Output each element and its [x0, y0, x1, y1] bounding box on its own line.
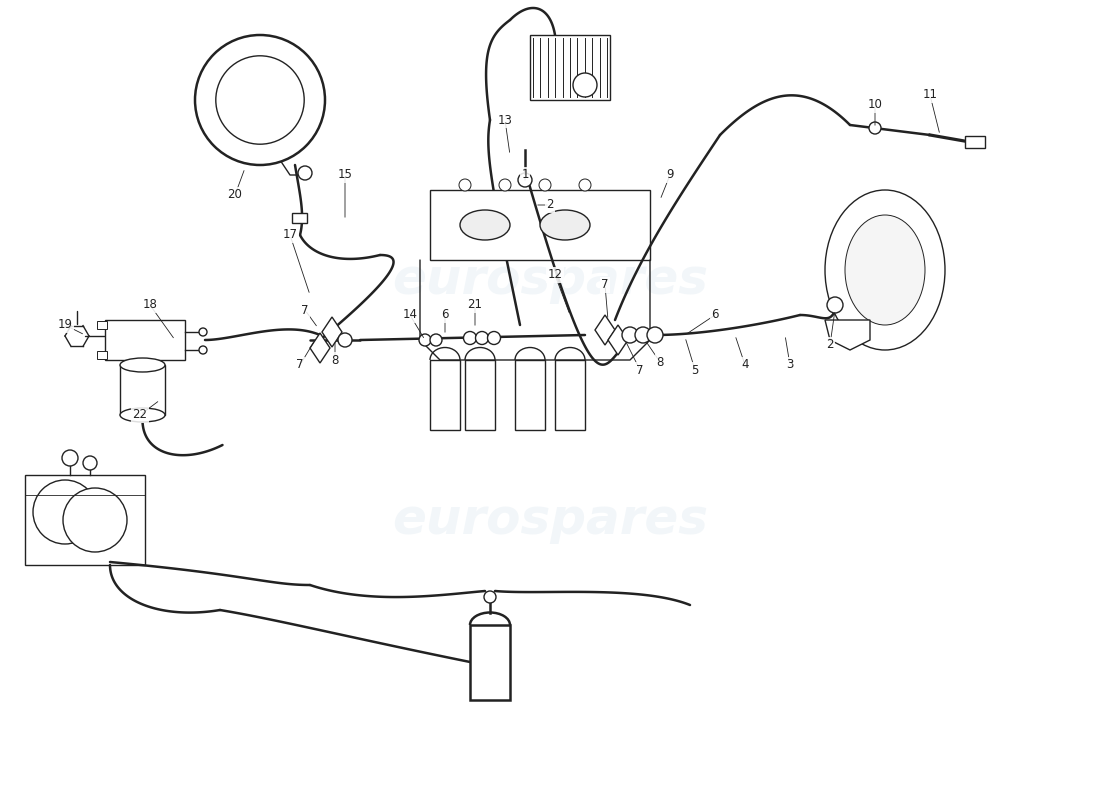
- Text: 15: 15: [338, 169, 352, 182]
- Text: 6: 6: [712, 309, 718, 322]
- Circle shape: [199, 346, 207, 354]
- Bar: [104, 320, 185, 360]
- Text: 10: 10: [868, 98, 882, 111]
- Ellipse shape: [845, 215, 925, 325]
- Bar: [292, 213, 307, 223]
- Text: 6: 6: [441, 309, 449, 322]
- Ellipse shape: [540, 210, 590, 240]
- Polygon shape: [310, 333, 330, 363]
- Polygon shape: [322, 317, 342, 347]
- Text: 11: 11: [923, 89, 937, 102]
- Text: 21: 21: [468, 298, 483, 311]
- Text: 3: 3: [786, 358, 794, 371]
- Ellipse shape: [460, 210, 510, 240]
- Bar: [97, 351, 107, 359]
- Circle shape: [487, 331, 500, 345]
- Text: 13: 13: [497, 114, 513, 126]
- Circle shape: [62, 450, 78, 466]
- Text: eurospares: eurospares: [392, 496, 708, 544]
- Circle shape: [647, 327, 663, 343]
- Text: 9: 9: [667, 169, 673, 182]
- Text: 5: 5: [691, 363, 698, 377]
- Circle shape: [33, 480, 97, 544]
- Circle shape: [827, 297, 843, 313]
- Text: 17: 17: [283, 229, 297, 242]
- Circle shape: [518, 173, 532, 187]
- Circle shape: [484, 591, 496, 603]
- Bar: [530, 35, 610, 100]
- Circle shape: [579, 179, 591, 191]
- Bar: [965, 136, 985, 148]
- Circle shape: [463, 331, 476, 345]
- Text: 8: 8: [657, 355, 663, 369]
- Text: 14: 14: [403, 309, 418, 322]
- Ellipse shape: [120, 408, 165, 422]
- Circle shape: [216, 56, 305, 144]
- Circle shape: [621, 327, 638, 343]
- Text: 20: 20: [228, 189, 242, 202]
- Text: 1: 1: [521, 169, 529, 182]
- Polygon shape: [825, 320, 870, 350]
- Text: 7: 7: [301, 303, 309, 317]
- Bar: [465, 360, 495, 430]
- Bar: [430, 190, 650, 260]
- Circle shape: [459, 179, 471, 191]
- Circle shape: [199, 328, 207, 336]
- Circle shape: [63, 488, 126, 552]
- Circle shape: [195, 35, 324, 165]
- Ellipse shape: [825, 190, 945, 350]
- Ellipse shape: [120, 358, 165, 372]
- Text: 22: 22: [132, 409, 147, 422]
- Text: eurospares: eurospares: [392, 256, 708, 304]
- Bar: [120, 365, 165, 415]
- Bar: [470, 625, 510, 700]
- Circle shape: [82, 456, 97, 470]
- Text: 7: 7: [602, 278, 608, 291]
- Circle shape: [573, 73, 597, 97]
- Text: 2: 2: [826, 338, 834, 351]
- Circle shape: [430, 334, 442, 346]
- Bar: [515, 360, 544, 430]
- Circle shape: [475, 331, 488, 345]
- Text: 7: 7: [636, 363, 644, 377]
- Polygon shape: [595, 315, 615, 345]
- Circle shape: [419, 334, 431, 346]
- Circle shape: [869, 122, 881, 134]
- Circle shape: [539, 179, 551, 191]
- Circle shape: [298, 166, 312, 180]
- Text: 4: 4: [741, 358, 749, 371]
- Bar: [556, 360, 585, 430]
- Text: 12: 12: [548, 269, 562, 282]
- Polygon shape: [608, 325, 628, 355]
- Circle shape: [338, 333, 352, 347]
- Text: 8: 8: [331, 354, 339, 366]
- Text: 2: 2: [547, 198, 553, 211]
- Bar: [430, 360, 460, 430]
- Circle shape: [499, 179, 512, 191]
- Text: 7: 7: [296, 358, 304, 371]
- Bar: [25, 475, 145, 565]
- Text: 18: 18: [143, 298, 157, 311]
- Bar: [97, 321, 107, 329]
- Text: 19: 19: [57, 318, 73, 331]
- Circle shape: [635, 327, 651, 343]
